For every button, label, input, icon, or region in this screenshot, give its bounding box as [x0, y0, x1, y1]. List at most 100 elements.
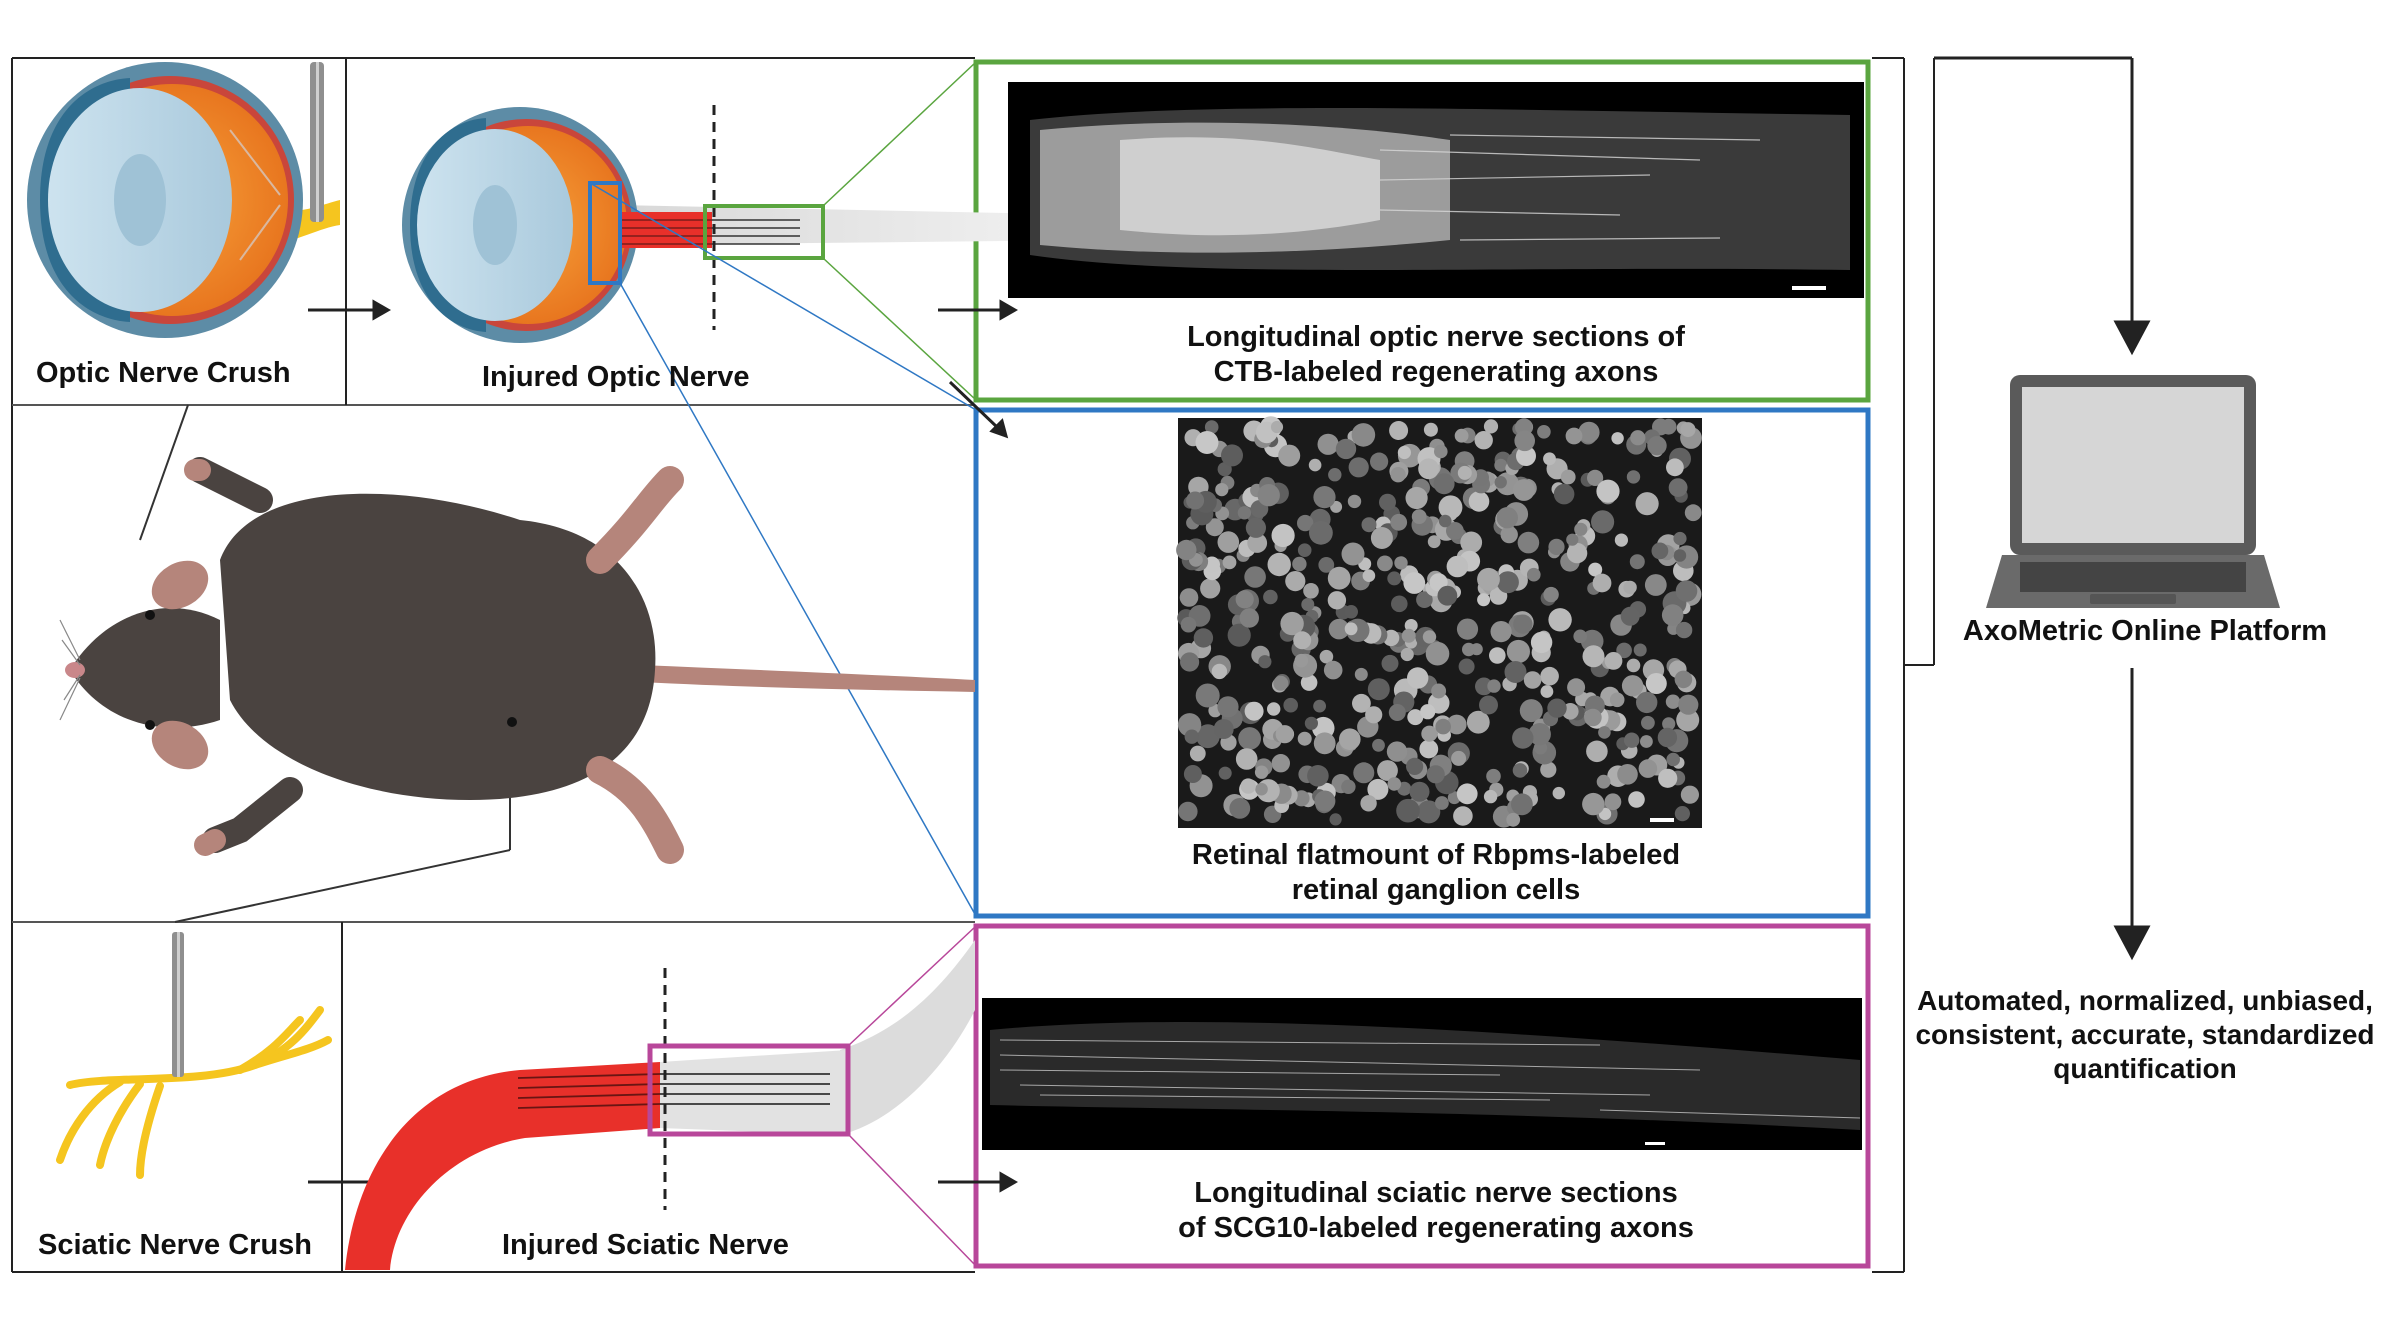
retinal-cell: [1309, 520, 1333, 545]
retinal-cell: [1381, 654, 1399, 672]
retinal-cell: [1635, 492, 1659, 516]
retinal-cell: [1237, 506, 1252, 520]
retinal-cell: [1372, 738, 1385, 752]
retinal-cell: [1245, 517, 1266, 538]
retinal-cell: [1247, 533, 1268, 553]
retinal-cell: [1221, 444, 1243, 467]
retinal-cell: [1528, 723, 1551, 746]
retinal-cell: [1339, 728, 1361, 750]
retinal-cell: [1647, 436, 1667, 456]
retinal-cell: [1676, 708, 1700, 732]
retinal-cell: [1494, 476, 1507, 489]
retinal-cell: [1658, 768, 1678, 788]
retinal-cell: [1347, 494, 1362, 509]
retinal-cell: [1628, 791, 1645, 808]
retinal-cell: [1348, 457, 1369, 478]
retinal-cell: [1394, 556, 1408, 570]
retinal-cell: [1540, 761, 1557, 778]
retinal-cell: [1438, 514, 1452, 528]
retina-result-frame: [973, 407, 1871, 919]
retinal-cell: [1344, 605, 1358, 619]
retinal-cell: [1329, 813, 1342, 826]
retinal-cell: [1183, 765, 1202, 783]
retinal-cell: [1592, 573, 1612, 593]
retinal-cell: [1483, 419, 1499, 434]
retinal-cell: [1313, 699, 1326, 713]
retinal-cell: [1318, 557, 1335, 573]
retinal-cell: [1239, 608, 1260, 628]
retinal-cell: [1680, 422, 1696, 438]
retinal-cell: [1565, 427, 1583, 445]
retinal-cell: [1365, 706, 1383, 724]
retinal-cell: [1614, 533, 1628, 547]
retinal-cell: [1184, 729, 1200, 744]
label-output-line3: quantification: [2053, 1053, 2237, 1085]
retinal-cell: [1517, 531, 1540, 554]
retinal-cell: [1275, 725, 1294, 744]
retinal-cell: [1354, 667, 1368, 681]
retinal-cell: [1267, 702, 1281, 716]
retinal-cell: [1387, 777, 1402, 791]
retinal-cell: [1626, 470, 1641, 484]
retinal-cell: [1678, 694, 1699, 715]
retinal-cell: [1487, 679, 1501, 693]
retinal-cell: [1304, 716, 1318, 730]
retinal-cell: [1644, 574, 1667, 596]
retinal-cell: [1433, 473, 1455, 495]
retinal-cell: [1511, 793, 1533, 816]
retinal-cell: [1468, 491, 1490, 512]
sciatic-micrograph: [982, 998, 1862, 1150]
retinal-cell: [1390, 467, 1406, 483]
retinal-cell: [1263, 589, 1278, 605]
retinal-cell: [1377, 555, 1393, 572]
retinal-cell: [1513, 614, 1533, 634]
retinal-cell: [1435, 796, 1449, 810]
retinal-cell: [1586, 740, 1608, 763]
retinal-cell: [1341, 542, 1365, 566]
retinal-cell: [1514, 430, 1535, 452]
retinal-cell: [1353, 762, 1375, 784]
retinal-cell: [1351, 423, 1376, 447]
mouse-icon: [59, 404, 975, 923]
retinal-cell: [1566, 542, 1588, 564]
platform-arrows: [1934, 56, 2151, 961]
retinal-cell: [1418, 458, 1439, 480]
retinal-cell: [1328, 618, 1350, 640]
retinal-cell: [1390, 513, 1408, 531]
retinal-cell: [1537, 425, 1551, 439]
retinal-cell: [1218, 766, 1232, 780]
retinal-cell: [1386, 741, 1408, 762]
retinal-cell: [1195, 431, 1219, 454]
retinal-cell: [1323, 660, 1343, 680]
retinal-cell: [1573, 629, 1587, 644]
retinal-cell: [1314, 790, 1336, 812]
retinal-cell: [1416, 591, 1433, 608]
retinal-cell: [1297, 543, 1312, 557]
retinal-cell: [1407, 709, 1424, 726]
retinal-cell: [1367, 778, 1389, 800]
retinal-cell: [1235, 590, 1254, 609]
retinal-cell: [1560, 469, 1576, 485]
retinal-cell: [1215, 483, 1229, 497]
zoom-lines: [589, 61, 977, 1267]
retinal-cell: [1657, 727, 1678, 748]
retinal-cell: [1553, 483, 1575, 505]
retinal-cell: [1179, 588, 1199, 607]
retinal-cell: [1193, 628, 1214, 648]
retinal-cell: [1313, 732, 1336, 755]
retinal-cell: [1630, 430, 1646, 446]
optic-micrograph: [1008, 82, 1864, 298]
retinal-cell: [1582, 792, 1605, 816]
retinal-cell: [1217, 531, 1240, 553]
retinal-cell: [1283, 697, 1298, 713]
retinal-cell: [1423, 422, 1438, 437]
retinal-cell: [1403, 572, 1426, 594]
sciatic-nerve-icon: [56, 1006, 332, 1179]
retinal-cell: [1675, 580, 1698, 602]
retinal-cell: [1516, 446, 1536, 466]
retinal-cell: [1494, 458, 1508, 472]
retinal-cell: [1567, 678, 1586, 697]
retinal-cell: [1361, 517, 1377, 533]
panel-grid: [11, 57, 1935, 1273]
retinal-cell: [1540, 666, 1559, 686]
